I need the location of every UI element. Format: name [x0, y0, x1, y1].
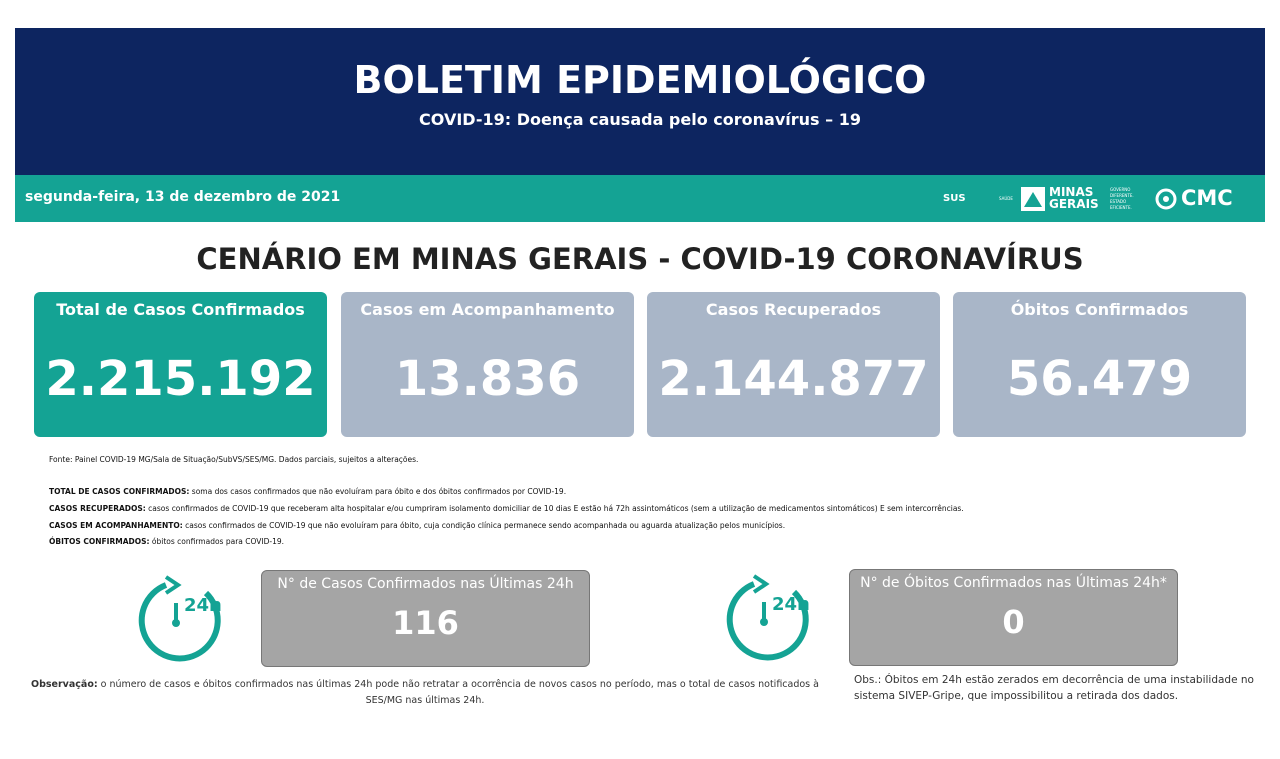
definition-text: soma dos casos confirmados que não evolu… [189, 487, 567, 496]
title: BOLETIM EPIDEMIOLÓGICO [353, 58, 927, 102]
last24-box: N° de Casos Confirmados nas Últimas 24h 1… [261, 570, 590, 667]
logo-cmc: CMC [1181, 186, 1233, 210]
definition-text: casos confirmados de COVID-19 que recebe… [145, 504, 964, 513]
definition: TOTAL DE CASOS CONFIRMADOS: soma dos cas… [49, 487, 566, 496]
stat-card: Casos Recuperados 2.144.877 [647, 292, 940, 437]
definition-term: CASOS RECUPERADOS: [49, 504, 146, 513]
stat-card: Óbitos Confirmados 56.479 [953, 292, 1246, 437]
stat-card: Total de Casos Confirmados 2.215.192 [34, 292, 327, 437]
logo-minas: MINAS GERAIS [1049, 186, 1099, 210]
minas-icon [1021, 187, 1045, 211]
card-value: 56.479 [1006, 351, 1193, 407]
subtitle: COVID-19: Doença causada pelo coronavíru… [419, 110, 861, 129]
clock-icon: 24h [138, 575, 222, 662]
clock-arrow [752, 574, 770, 594]
cmc-icon [1155, 188, 1177, 210]
card-label: Total de Casos Confirmados [56, 300, 305, 319]
logo-saude: SAÚDE [999, 196, 1013, 201]
date: segunda-feira, 13 de dezembro de 2021 [25, 189, 341, 205]
definition: CASOS EM ACOMPANHAMENTO: casos confirmad… [49, 521, 785, 530]
source: Fonte: Painel COVID-19 MG/Sala de Situaç… [49, 455, 419, 464]
clock-label: 24h [772, 594, 810, 615]
clock-arc [726, 581, 809, 661]
definition-text: óbitos confirmados para COVID-19. [149, 537, 285, 546]
card-value: 2.215.192 [45, 351, 316, 407]
observation-term: Observação: [31, 679, 98, 690]
logo-slogan: GOVERNO DIFERENTE. ESTADO EFICIENTE. [1110, 187, 1134, 210]
observation-text: o número de casos e óbitos confirmados n… [97, 679, 819, 706]
card-label: Óbitos Confirmados [1010, 300, 1189, 319]
card-value: 2.144.877 [658, 351, 929, 407]
definition: ÓBITOS CONFIRMADOS: óbitos confirmados p… [49, 537, 284, 546]
logo-gerais-text: GERAIS [1049, 197, 1099, 211]
logo-minas-text: MINAS [1049, 185, 1094, 199]
logo-sus: SUS [943, 193, 966, 204]
definition: CASOS RECUPERADOS: casos confirmados de … [49, 504, 964, 513]
card-value: 13.836 [394, 351, 581, 407]
clock-center [760, 618, 768, 626]
header-band: BOLETIM EPIDEMIOLÓGICO COVID-19: Doença … [15, 28, 1265, 175]
date-band: segunda-feira, 13 de dezembro de 2021 SU… [15, 175, 1265, 222]
clock-label: 24h [184, 595, 222, 616]
clock-arrow [164, 575, 182, 595]
definition-text: casos confirmados de COVID-19 que não ev… [182, 521, 786, 530]
definition-term: TOTAL DE CASOS CONFIRMADOS: [49, 487, 190, 496]
last24-value: 116 [392, 604, 459, 642]
last24-box: N° de Óbitos Confirmados nas Últimas 24h… [849, 569, 1178, 666]
definition-term: ÓBITOS CONFIRMADOS: [49, 537, 150, 546]
clock-icon: 24h [726, 574, 810, 661]
last24-label: N° de Casos Confirmados nas Últimas 24h [277, 576, 574, 592]
last24-value: 0 [1002, 603, 1025, 641]
clock-center [172, 619, 180, 627]
card-label: Casos em Acompanhamento [360, 300, 615, 319]
obs-deaths: Obs.: Óbitos em 24h estão zerados em dec… [854, 674, 1254, 702]
stat-card: Casos em Acompanhamento 13.836 [341, 292, 634, 437]
observation: Observação: o número de casos e óbitos c… [15, 677, 835, 709]
heading: CENÁRIO EM MINAS GERAIS - COVID-19 CORON… [196, 242, 1084, 276]
clock-arc [138, 582, 221, 662]
definition-term: CASOS EM ACOMPANHAMENTO: [49, 521, 183, 530]
card-label: Casos Recuperados [705, 300, 882, 319]
last24-label: N° de Óbitos Confirmados nas Últimas 24h… [860, 575, 1167, 591]
